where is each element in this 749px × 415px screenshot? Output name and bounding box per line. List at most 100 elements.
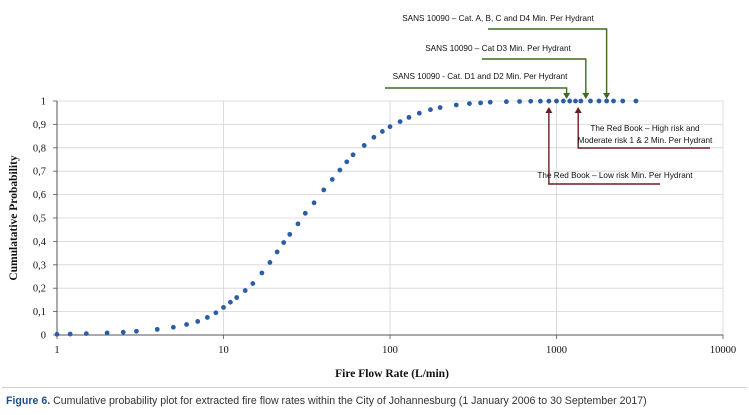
- y-tick-label: 0: [41, 331, 46, 342]
- annotation-arrowhead: [582, 93, 590, 99]
- data-point: [234, 295, 240, 300]
- annotation-label: SANS 10090 - Cat. D1 and D2 Min. Per Hyd…: [393, 72, 568, 81]
- data-point: [620, 98, 626, 104]
- x-tick-label: 1: [54, 345, 59, 356]
- data-point: [267, 260, 273, 265]
- data-point: [528, 98, 534, 104]
- data-point: [537, 98, 543, 104]
- annotation-connector: [577, 112, 710, 149]
- data-point: [578, 98, 584, 104]
- annotation-arrowhead: [563, 93, 571, 99]
- y-tick-label: 1: [41, 97, 46, 108]
- data-point: [154, 326, 160, 332]
- data-point: [379, 129, 385, 134]
- caption-divider: [2, 387, 747, 388]
- data-point: [350, 152, 356, 158]
- annotation: SANS 10090 – Cat D3 Min. Per Hydrant: [425, 44, 590, 99]
- data-point: [546, 98, 552, 104]
- data-point: [295, 221, 301, 227]
- data-point: [337, 167, 343, 173]
- data-point: [302, 210, 308, 216]
- annotations: SANS 10090 – Cat. A, B, C and D4 Min. Pe…: [385, 14, 713, 185]
- data-point: [487, 99, 493, 105]
- data-point: [259, 270, 265, 276]
- figure-caption-text: Cumulative probability plot for extracte…: [50, 395, 647, 407]
- data-point: [67, 331, 73, 337]
- annotation-arrowhead: [545, 107, 553, 113]
- annotation-arrowhead: [603, 93, 611, 99]
- data-point: [517, 99, 522, 104]
- annotation-label: Moderate risk 1 & 2 Min. Per Hydrant: [578, 136, 713, 145]
- data-point: [397, 119, 403, 124]
- y-axis-title: Cumulatative Probability: [8, 155, 20, 281]
- plot-axes: [53, 100, 724, 339]
- data-point: [242, 288, 248, 293]
- data-point: [604, 98, 610, 104]
- data-point: [588, 98, 593, 104]
- y-tick-label: 0,2: [33, 284, 46, 295]
- data-point: [611, 98, 616, 104]
- data-point: [221, 304, 226, 310]
- data-point: [406, 114, 412, 120]
- data-point: [321, 187, 327, 193]
- data-point: [213, 310, 219, 316]
- data-point: [573, 98, 578, 104]
- data-point: [281, 240, 287, 245]
- y-tick-label: 0,1: [33, 307, 46, 318]
- y-tick-labels: 0 0,1 0,2 0,3 0,4 0,5 0,6 0,7 0,8 0,9 1: [33, 97, 47, 342]
- annotation-label: The Red Book – High risk and: [590, 124, 700, 133]
- data-point: [287, 231, 293, 237]
- annotation-connector: [488, 28, 608, 94]
- data-point: [437, 105, 443, 110]
- data-point: [554, 98, 559, 104]
- y-tick-label: 0,7: [33, 167, 46, 178]
- y-tick-label: 0,9: [33, 120, 46, 131]
- y-tick-label: 0,6: [33, 190, 46, 201]
- annotation-connector: [548, 112, 660, 185]
- annotation: SANS 10090 – Cat. A, B, C and D4 Min. Pe…: [402, 14, 611, 99]
- data-point: [329, 176, 335, 182]
- annotation-connector: [482, 58, 587, 94]
- annotation: The Red Book – High risk and Moderate ris…: [574, 107, 713, 149]
- data-point: [120, 329, 126, 335]
- data-point: [250, 281, 256, 286]
- annotation-label: SANS 10090 – Cat D3 Min. Per Hydrant: [425, 44, 571, 53]
- figure-caption-label: Figure 6.: [6, 395, 51, 407]
- data-point: [83, 331, 89, 336]
- x-axis-title: Fire Flow Rate (L/min): [335, 368, 449, 380]
- annotation-arrowhead: [574, 107, 582, 113]
- data-point: [503, 99, 509, 105]
- data-point: [184, 322, 189, 327]
- x-tick-label: 10: [218, 345, 229, 356]
- y-tick-label: 0,5: [33, 214, 46, 225]
- data-point: [361, 143, 367, 148]
- data-point: [633, 98, 639, 104]
- data-point: [170, 324, 176, 330]
- data-point: [195, 319, 201, 324]
- figure-caption: Figure 6. Cumulative probability plot fo…: [6, 395, 746, 407]
- annotation: The Red Book – Low risk Min. Per Hydrant: [537, 107, 693, 185]
- data-point: [54, 331, 60, 337]
- annotation-label: The Red Book – Low risk Min. Per Hydrant: [537, 171, 693, 180]
- data-point: [311, 200, 317, 206]
- data-point: [467, 101, 472, 106]
- data-point: [344, 159, 350, 165]
- annotation-connector: [385, 87, 568, 94]
- data-point: [428, 107, 433, 113]
- x-tick-labels: 1 10 100 1000 10000: [54, 345, 736, 356]
- y-tick-label: 0,4: [33, 237, 47, 248]
- data-point: [371, 134, 377, 140]
- annotation: SANS 10090 - Cat. D1 and D2 Min. Per Hyd…: [385, 72, 571, 99]
- data-points: [54, 98, 639, 337]
- data-point: [387, 124, 393, 130]
- data-point: [227, 299, 233, 305]
- data-point: [567, 98, 573, 104]
- data-point: [478, 100, 483, 106]
- data-point: [560, 98, 566, 104]
- data-point: [274, 249, 280, 255]
- data-point: [453, 102, 459, 108]
- x-tick-label: 100: [382, 345, 398, 356]
- y-tick-label: 0,8: [33, 143, 46, 154]
- y-tick-label: 0,3: [33, 260, 46, 271]
